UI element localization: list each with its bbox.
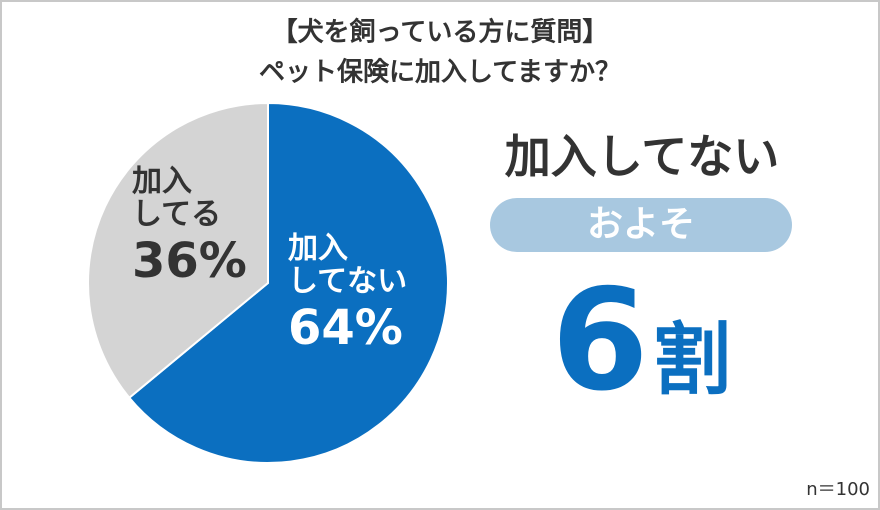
pie-slice [127, 101, 449, 464]
chart-title: 【犬を飼っている方に質問】 [272, 17, 609, 48]
slice-label-box: 加入 してる 36% [132, 165, 302, 288]
slice-category: 加入 してない [288, 232, 408, 299]
slice-category: 加入 してる [132, 165, 222, 232]
headline: 加入してない [505, 130, 780, 184]
callout-number: 6 [551, 260, 648, 423]
slice-value-label: 36% [132, 233, 247, 289]
sample-note: n＝100 [806, 479, 870, 500]
callout-pill [490, 198, 792, 252]
callout-unit: 割 [653, 315, 731, 405]
pie-slice [87, 101, 269, 400]
slice-label-box: 加入 してない 64% [288, 232, 458, 355]
callout-prefix: およそ [587, 204, 695, 245]
slice-value-label: 64% [288, 300, 403, 356]
chart-subtitle: ペット保険に加入してますか？ [259, 57, 621, 88]
